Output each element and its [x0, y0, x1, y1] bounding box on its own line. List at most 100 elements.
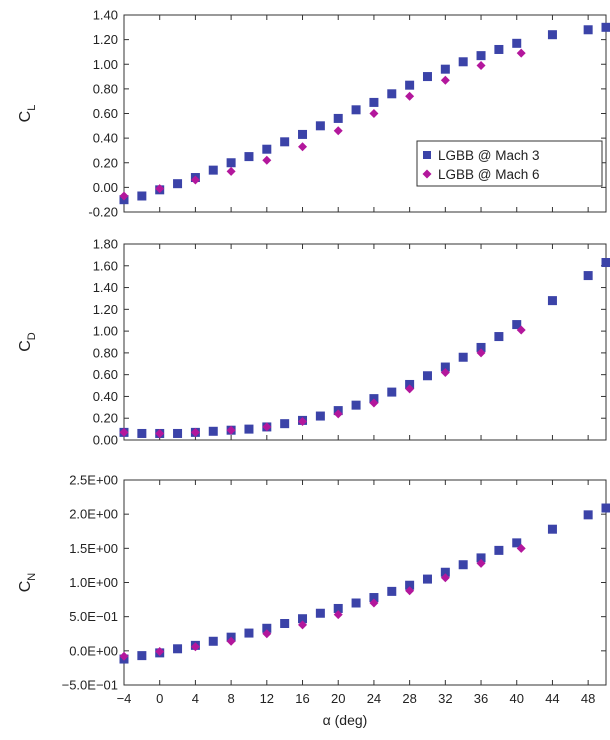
data-point-diamond [440, 573, 450, 583]
data-point-square [512, 538, 522, 548]
data-point-diamond [119, 651, 129, 661]
series-mach-3 [119, 503, 610, 664]
data-point-square [494, 44, 504, 54]
y-tick-label: 1.40 [93, 280, 118, 295]
y-tick-label: 0.80 [93, 81, 118, 96]
series-mach-6 [119, 543, 526, 661]
x-tick-label: 4 [192, 691, 199, 706]
data-point-square [208, 165, 218, 175]
data-point-square [315, 411, 325, 421]
x-tick-label: −4 [117, 691, 132, 706]
data-point-square [440, 567, 450, 577]
data-point-diamond [333, 610, 343, 620]
data-point-diamond [369, 109, 379, 118]
x-tick-label: 20 [331, 691, 345, 706]
y-tick-label: 1.00 [93, 324, 118, 339]
data-point-square [405, 580, 415, 590]
y-tick-label: -0.20 [88, 205, 118, 220]
legend-label: LGBB @ Mach 6 [438, 167, 540, 182]
data-point-square [583, 25, 593, 35]
data-point-square [601, 22, 610, 32]
data-point-diamond [369, 398, 379, 408]
y-axis-label-subscript: N [26, 573, 38, 581]
data-point-square [173, 428, 183, 438]
x-tick-label: 24 [367, 691, 381, 706]
data-point-square [262, 144, 272, 154]
y-axis-label-main: C [17, 111, 34, 123]
data-point-square [440, 64, 450, 74]
x-tick-label: 48 [581, 691, 595, 706]
data-point-diamond [405, 91, 415, 101]
data-point-square [262, 623, 272, 633]
data-point-diamond [262, 629, 272, 639]
data-point-square [422, 72, 432, 82]
data-point-square [601, 258, 610, 268]
data-point-diamond [298, 142, 308, 152]
data-point-square [173, 179, 183, 189]
data-point-square [547, 296, 557, 306]
data-point-diamond [476, 558, 486, 568]
data-point-square [298, 614, 308, 624]
data-point-square [583, 271, 593, 281]
data-point-diamond [516, 325, 526, 335]
y-tick-label: 5.0E−01 [69, 609, 118, 624]
data-point-square [547, 30, 557, 40]
x-tick-label: 44 [545, 691, 559, 706]
data-point-square [244, 424, 254, 434]
data-point-square [137, 428, 147, 438]
y-tick-label: 1.80 [93, 237, 118, 252]
data-point-square [280, 419, 290, 429]
legend-label: LGBB @ Mach 3 [438, 148, 540, 163]
plot-frame [123, 243, 607, 441]
y-tick-label: 2.5E+00 [69, 473, 118, 488]
data-point-square [476, 553, 486, 563]
series-mach-6 [119, 325, 526, 438]
x-tick-label: 32 [438, 691, 452, 706]
data-point-diamond [226, 636, 236, 646]
y-tick-label: 0.20 [93, 155, 118, 170]
legend-marker-diamond [422, 169, 432, 179]
y-axis-label: CD [17, 332, 38, 352]
data-point-square [458, 560, 468, 570]
data-point-square [315, 608, 325, 618]
y-axis-label-main: C [17, 581, 34, 593]
y-axis-label-subscript: D [26, 332, 38, 340]
data-point-square [315, 121, 325, 131]
data-point-diamond [476, 348, 486, 358]
data-point-square [601, 503, 610, 513]
data-point-square [512, 320, 522, 330]
x-tick-label: 0 [156, 691, 163, 706]
data-point-diamond [226, 425, 236, 435]
y-tick-label: 0.40 [93, 389, 118, 404]
data-point-diamond [440, 75, 450, 85]
y-tick-label: 0.00 [93, 433, 118, 448]
series-mach-6 [119, 48, 526, 201]
data-point-diamond [119, 191, 129, 201]
y-tick-label: 0.80 [93, 345, 118, 360]
data-point-square [137, 651, 147, 661]
legend: LGBB @ Mach 3 LGBB @ Mach 6 [416, 140, 603, 187]
data-point-square [333, 603, 343, 613]
data-point-square [280, 619, 290, 628]
data-point-diamond [155, 428, 165, 438]
data-point-square [440, 362, 450, 372]
data-point-square [458, 57, 468, 67]
data-point-diamond [333, 409, 343, 419]
data-point-diamond [333, 126, 343, 136]
data-point-square [280, 137, 290, 147]
y-axis-label: CL [17, 105, 38, 123]
data-point-square [208, 426, 218, 436]
data-point-square [512, 38, 522, 48]
x-tick-label: 8 [227, 691, 234, 706]
y-tick-label: 0.60 [93, 367, 118, 382]
data-point-diamond [298, 620, 308, 630]
y-tick-label: 1.20 [93, 302, 118, 317]
y-tick-label: 0.20 [93, 411, 118, 426]
data-point-square [351, 105, 361, 115]
data-point-square [476, 51, 486, 61]
data-point-square [298, 129, 308, 139]
x-axis-label: α (deg) [323, 712, 368, 728]
data-point-square [583, 510, 593, 520]
x-tick-label: 28 [402, 691, 416, 706]
data-point-diamond [369, 598, 379, 608]
